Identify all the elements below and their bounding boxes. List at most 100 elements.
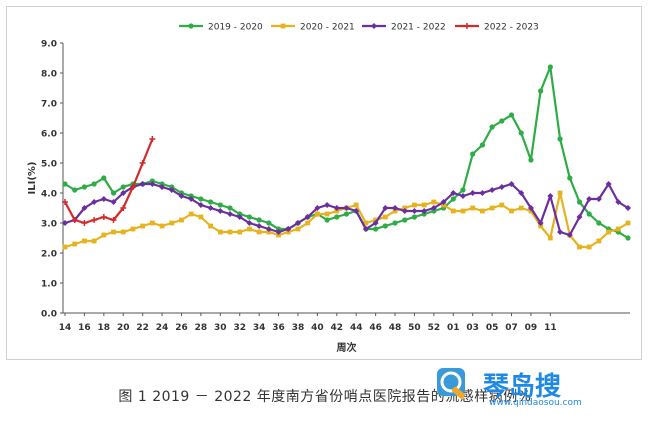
series-2-point (130, 226, 136, 232)
series-1-point (625, 235, 631, 241)
x-tick-label: 05 (486, 323, 499, 333)
series-1-point (382, 223, 388, 229)
series-2-point (606, 229, 611, 235)
series-1-point (208, 199, 214, 205)
y-tick-label: 8.0 (41, 70, 57, 80)
series-line-2 (64, 191, 629, 249)
y-tick-label: 4.0 (41, 190, 57, 200)
x-tick-label: 26 (175, 323, 188, 333)
legend-marker-4 (464, 23, 470, 29)
series-3-point (625, 205, 631, 211)
series-1-point (596, 220, 602, 226)
series-1-point (373, 226, 379, 232)
series-2-point (91, 238, 97, 244)
series-3-point (372, 220, 379, 226)
series-1-point (256, 217, 262, 223)
series-1-point (101, 175, 107, 181)
y-tick-label: 7.0 (41, 100, 57, 110)
series-3-point (197, 202, 204, 208)
series-2-point (217, 229, 223, 235)
series-1-point (334, 214, 340, 220)
series-3-point (168, 187, 175, 193)
series-3-point (605, 181, 612, 187)
x-tick-label: 24 (156, 323, 169, 333)
series-3-point (333, 205, 340, 211)
series-2-point (412, 202, 417, 208)
series-3-point (188, 196, 195, 202)
x-axis-label: 周次 (337, 341, 357, 354)
series-1-point (110, 190, 117, 196)
series-1-point (518, 130, 524, 136)
series-2-point (499, 202, 505, 208)
series-4-point (71, 217, 78, 223)
y-tick-label: 9.0 (41, 40, 57, 50)
series-3-point (178, 193, 185, 199)
series-2-point (62, 244, 68, 250)
x-tick-label: 40 (311, 323, 324, 333)
series-3-point (227, 211, 234, 217)
series-1-point (198, 196, 204, 202)
y-tick-label: 3.0 (41, 220, 57, 230)
series-1-point (266, 220, 272, 226)
x-tick-label: 52 (428, 323, 441, 333)
series-2-point (363, 220, 369, 226)
series-2-point (431, 199, 437, 205)
x-tick-label: 44 (350, 323, 363, 333)
series-2-point (256, 229, 262, 235)
series-1-point (528, 157, 534, 163)
series-4-point (149, 136, 156, 142)
series-3-point (498, 184, 505, 190)
series-2-point (198, 214, 204, 220)
series-2-point (615, 226, 621, 232)
series-2-point (382, 214, 388, 220)
series-1-point (499, 118, 505, 124)
series-3-point (324, 202, 331, 208)
x-tick-label: 48 (389, 323, 402, 333)
legend-label-2: 2020 - 2021 (300, 23, 355, 33)
series-2-point (120, 229, 126, 235)
x-tick-label: 09 (525, 323, 538, 333)
line-chart: 0.01.02.03.04.05.06.07.08.09.014 16 18 20 22… (27, 23, 631, 354)
series-1-point (217, 202, 223, 208)
x-tick-label: 28 (195, 323, 208, 333)
x-tick-label: 38 (292, 323, 305, 333)
series-3-point (110, 199, 117, 205)
series-1-point (402, 217, 408, 223)
legend-marker-1 (188, 23, 194, 29)
series-2-point (625, 220, 631, 226)
series-4-point (91, 217, 98, 223)
series-3-point (120, 190, 127, 196)
series-2-point (82, 238, 87, 244)
series-3-point (469, 190, 476, 196)
series-1-point (547, 64, 553, 70)
series-1-point (479, 142, 485, 148)
series-3-point (382, 205, 389, 211)
series-3-point (421, 208, 428, 214)
series-1-point (576, 199, 583, 205)
series-3-point (246, 220, 253, 226)
series-4-point (110, 217, 117, 223)
series-2-point (169, 220, 175, 226)
series-2-point (557, 190, 563, 196)
series-3-point (595, 196, 602, 202)
series-1-point (470, 151, 476, 157)
x-tick-label: 07 (505, 323, 518, 333)
legend-marker-2 (280, 23, 286, 29)
watermark-logo-icon (437, 368, 465, 399)
legend-label-4: 2022 - 2023 (484, 23, 539, 33)
series-1-point (324, 217, 330, 223)
series-4-point (62, 199, 68, 205)
series-2-point (247, 226, 252, 232)
series-3-point (159, 184, 166, 190)
series-3-point (537, 220, 544, 226)
series-3-point (91, 199, 98, 205)
series-2-point (460, 208, 466, 214)
watermark-logo: 琴岛搜 www.qindaosou.com (431, 362, 582, 408)
series-4-point (120, 205, 127, 211)
x-tick-label: 20 (117, 323, 130, 333)
series-1-point (450, 196, 456, 202)
series-3-point (615, 199, 622, 205)
series-2-point (518, 205, 524, 211)
series-2-point (237, 229, 243, 235)
series-1-point (567, 175, 573, 181)
